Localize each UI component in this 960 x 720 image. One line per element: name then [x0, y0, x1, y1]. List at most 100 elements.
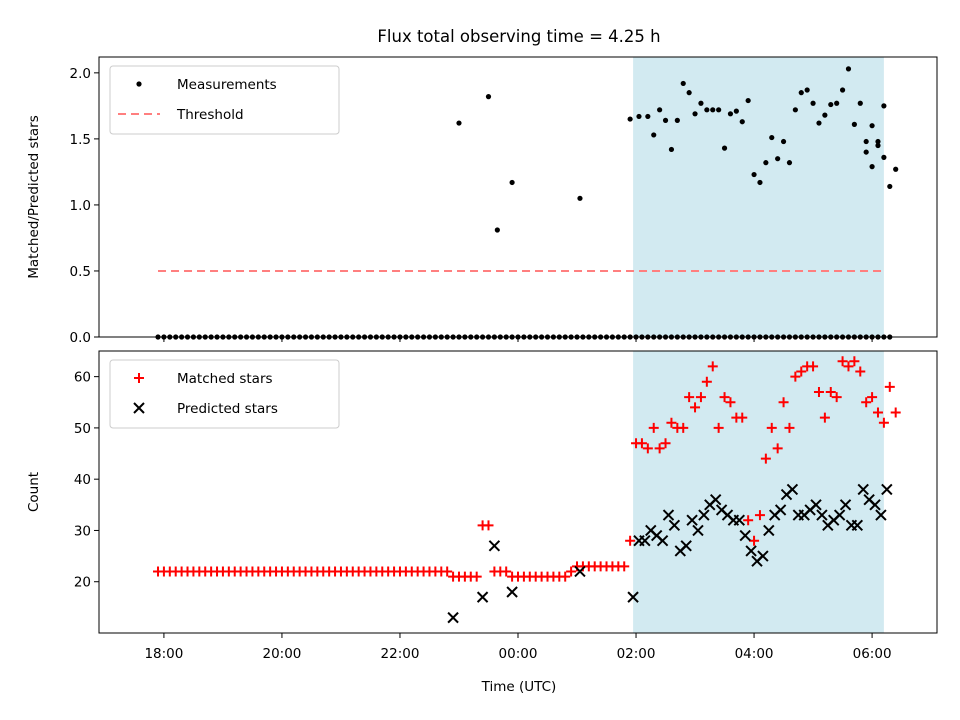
data-point [808, 361, 819, 372]
observing-window-shade [633, 57, 884, 337]
data-point [792, 107, 798, 113]
data-point [875, 138, 881, 145]
y-axis-label: Count [26, 472, 42, 512]
x-tick-label: 06:00 [853, 646, 892, 662]
data-point [662, 509, 675, 521]
data-point [704, 107, 710, 113]
data-point [810, 100, 816, 106]
data-point [893, 166, 899, 172]
data-point [721, 145, 728, 151]
data-point [786, 483, 799, 496]
data-point [754, 510, 765, 521]
data-point [707, 361, 718, 372]
data-point [757, 550, 769, 562]
data-point [872, 407, 883, 418]
data-point [476, 591, 489, 603]
y-tick-label: 50 [74, 421, 91, 437]
y-tick-label: 1.0 [70, 198, 91, 214]
data-point [780, 138, 787, 145]
data-point [890, 407, 901, 418]
data-point [560, 571, 571, 582]
data-point [867, 392, 878, 403]
data-point [869, 123, 875, 129]
legend-label: Predicted stars [177, 401, 278, 417]
data-point [485, 94, 492, 100]
data-point [666, 417, 677, 428]
data-point [855, 366, 866, 377]
data-point [654, 443, 665, 454]
data-point [763, 524, 775, 537]
data-point [745, 97, 751, 104]
data-point [494, 227, 500, 233]
x-tick-label: 22:00 [381, 646, 420, 662]
data-point [769, 134, 775, 141]
data-point [733, 514, 746, 526]
data-point [798, 90, 804, 96]
data-point [775, 156, 781, 162]
data-point [636, 438, 647, 449]
y-axis-label: Matched/Predicted stars [26, 115, 42, 278]
data-point [698, 509, 710, 521]
data-point [509, 179, 515, 186]
data-point [766, 422, 777, 433]
data-point [656, 535, 669, 547]
data-point [881, 483, 893, 496]
data-point [442, 566, 453, 577]
data-point [760, 453, 771, 464]
data-point [816, 120, 822, 126]
data-point [796, 366, 807, 377]
data-point [875, 142, 881, 149]
data-point [772, 443, 783, 454]
data-point [651, 132, 657, 138]
data-point [887, 183, 893, 190]
data-point [822, 112, 828, 118]
data-point [831, 392, 842, 403]
data-point [763, 160, 769, 166]
data-point [884, 381, 895, 392]
data-point [625, 535, 636, 546]
y-tick-label: 30 [74, 523, 91, 539]
data-point [447, 611, 459, 624]
data-point [678, 422, 689, 433]
data-point [577, 195, 583, 201]
data-point [878, 417, 889, 428]
data-point [813, 387, 824, 398]
data-point [863, 138, 869, 145]
y-tick-label: 0.5 [70, 264, 91, 280]
data-point [662, 117, 669, 123]
y-tick-label: 0.0 [70, 330, 91, 346]
data-point [845, 66, 852, 72]
data-point [839, 499, 852, 511]
data-point [851, 121, 857, 127]
data-point [737, 412, 748, 423]
data-point [686, 90, 692, 96]
x-tick-label: 00:00 [499, 646, 538, 662]
legend-swatch [134, 373, 144, 383]
data-point [645, 113, 651, 120]
data-point [660, 438, 671, 449]
x-tick-label: 20:00 [262, 646, 301, 662]
legend-swatch [133, 402, 145, 414]
count-panel: 20 30 40 50 60 18:00 20:00 22:00 00:00 02:00 04:00… [26, 350, 938, 662]
data-point [881, 154, 887, 160]
data-point [851, 519, 864, 532]
data-point [506, 586, 518, 598]
data-point [627, 591, 639, 603]
legend-label: Measurements [177, 77, 277, 93]
data-point [701, 376, 712, 387]
y-tick-label: 20 [74, 575, 91, 591]
data-point [713, 422, 724, 433]
data-point [471, 571, 482, 582]
data-point [790, 371, 801, 382]
data-point [881, 103, 887, 109]
data-point [828, 101, 834, 108]
y-tick-label: 2.0 [70, 66, 91, 82]
data-point [749, 535, 760, 546]
data-point [825, 387, 836, 398]
x-tick-label: 18:00 [144, 646, 183, 662]
data-point [695, 392, 706, 403]
data-point [680, 80, 686, 87]
x-axis-label: Time (UTC) [481, 679, 557, 695]
data-point [804, 87, 810, 93]
data-point [757, 179, 763, 186]
